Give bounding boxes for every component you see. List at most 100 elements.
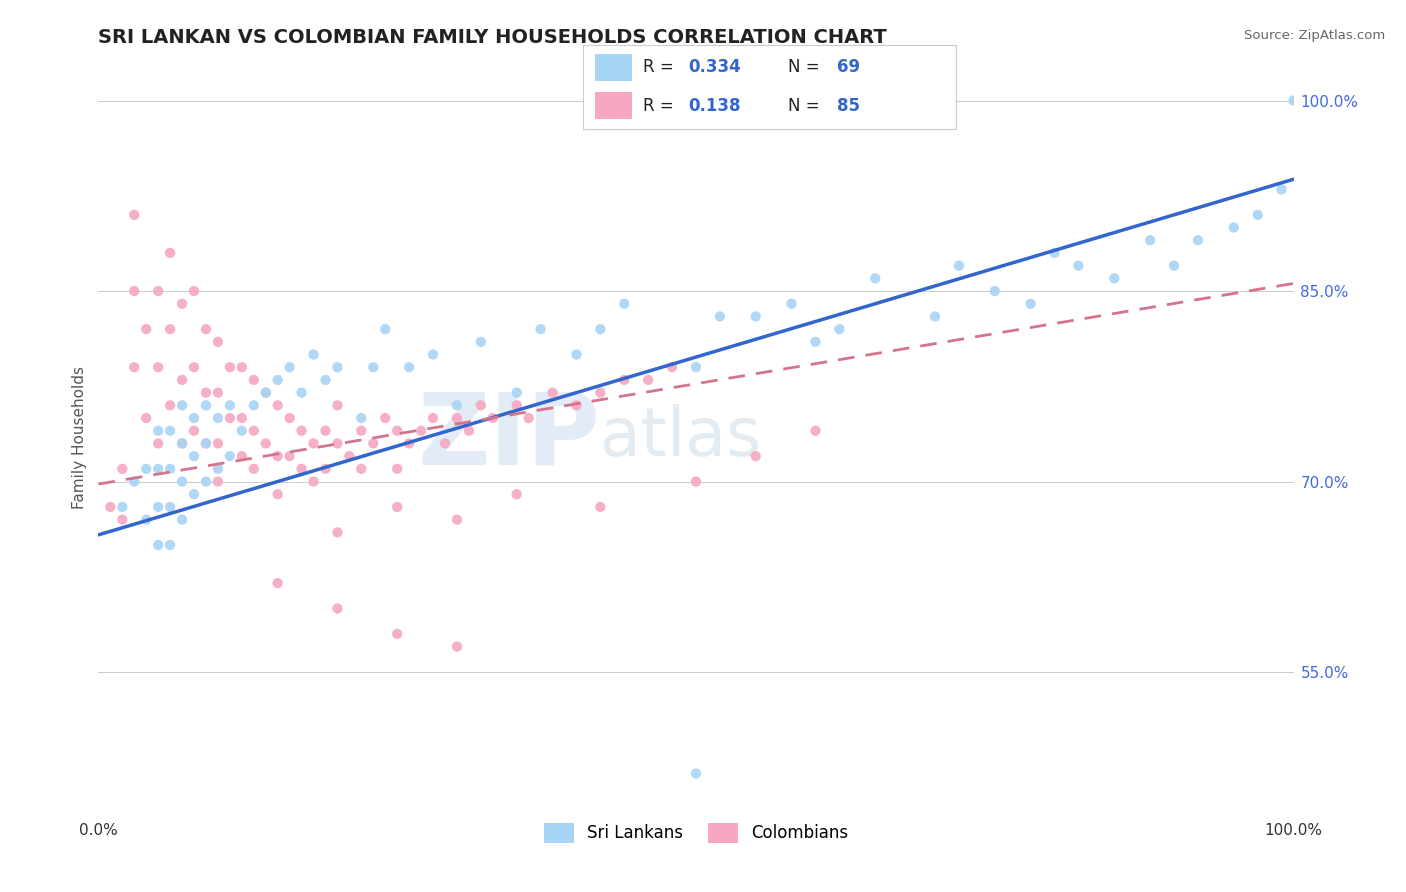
Point <box>422 347 444 361</box>
Point <box>589 322 612 336</box>
Point <box>135 462 157 476</box>
Point <box>398 360 420 375</box>
Point <box>291 424 314 438</box>
Text: R =: R = <box>643 96 685 114</box>
Point <box>506 487 529 501</box>
Point <box>685 766 707 780</box>
Point <box>422 411 444 425</box>
Point <box>302 475 325 489</box>
Point <box>148 424 170 438</box>
Point <box>195 475 218 489</box>
Point <box>111 500 134 514</box>
Point <box>195 322 218 336</box>
Point <box>243 373 266 387</box>
Text: N =: N = <box>789 59 825 77</box>
Point <box>207 436 229 450</box>
Point <box>446 398 468 412</box>
Point <box>613 297 636 311</box>
Point <box>219 398 242 412</box>
Point <box>111 462 134 476</box>
Point <box>350 462 373 476</box>
Point <box>1271 182 1294 196</box>
Point <box>254 436 277 450</box>
Point <box>434 436 457 450</box>
Point <box>363 436 385 450</box>
Point <box>183 411 205 425</box>
Point <box>661 360 683 375</box>
Point <box>339 449 361 463</box>
Point <box>1187 233 1209 247</box>
Point <box>254 385 277 400</box>
Point <box>159 398 181 412</box>
Point <box>172 297 194 311</box>
Point <box>637 373 659 387</box>
Point <box>159 500 181 514</box>
Point <box>1163 259 1185 273</box>
Point <box>446 513 468 527</box>
Text: Source: ZipAtlas.com: Source: ZipAtlas.com <box>1244 29 1385 42</box>
Point <box>159 322 181 336</box>
Point <box>172 475 194 489</box>
Point <box>243 424 266 438</box>
Point <box>745 310 768 324</box>
Point <box>219 411 242 425</box>
Point <box>315 373 337 387</box>
Point <box>159 246 181 260</box>
Point <box>385 500 409 514</box>
Point <box>172 436 194 450</box>
Point <box>446 640 468 654</box>
Point <box>111 513 134 527</box>
Point <box>374 322 396 336</box>
Point <box>1247 208 1270 222</box>
Point <box>183 360 205 375</box>
Point <box>207 385 229 400</box>
Point <box>385 462 409 476</box>
Point <box>506 385 529 400</box>
Point <box>685 360 707 375</box>
Point <box>172 436 194 450</box>
Point <box>804 424 827 438</box>
Point <box>458 424 481 438</box>
Point <box>183 487 205 501</box>
Point <box>148 436 170 450</box>
Point <box>506 398 529 412</box>
Text: 85: 85 <box>837 96 860 114</box>
Point <box>589 385 612 400</box>
Point <box>124 284 146 298</box>
Point <box>267 487 290 501</box>
Point <box>183 284 205 298</box>
Point <box>243 462 266 476</box>
Point <box>231 449 253 463</box>
Point <box>541 385 564 400</box>
Point <box>613 373 636 387</box>
Point <box>159 538 181 552</box>
Point <box>291 385 314 400</box>
Point <box>326 601 349 615</box>
Text: R =: R = <box>643 59 679 77</box>
Point <box>326 525 349 540</box>
Point <box>135 411 157 425</box>
Point <box>135 322 157 336</box>
Point <box>148 538 170 552</box>
Point <box>159 462 181 476</box>
Point <box>207 462 229 476</box>
Text: atlas: atlas <box>600 404 761 470</box>
Point <box>326 436 349 450</box>
Point <box>267 576 290 591</box>
Point <box>267 373 290 387</box>
Point <box>207 411 229 425</box>
Point <box>363 360 385 375</box>
Point <box>589 500 612 514</box>
Point <box>1067 259 1090 273</box>
Point <box>411 424 433 438</box>
Point <box>517 411 540 425</box>
Point <box>254 385 277 400</box>
Point <box>219 360 242 375</box>
Point <box>135 513 157 527</box>
Point <box>315 424 337 438</box>
Point <box>278 449 301 463</box>
Text: SRI LANKAN VS COLOMBIAN FAMILY HOUSEHOLDS CORRELATION CHART: SRI LANKAN VS COLOMBIAN FAMILY HOUSEHOLD… <box>98 28 887 47</box>
Point <box>195 436 218 450</box>
Point <box>195 436 218 450</box>
Point <box>124 360 146 375</box>
